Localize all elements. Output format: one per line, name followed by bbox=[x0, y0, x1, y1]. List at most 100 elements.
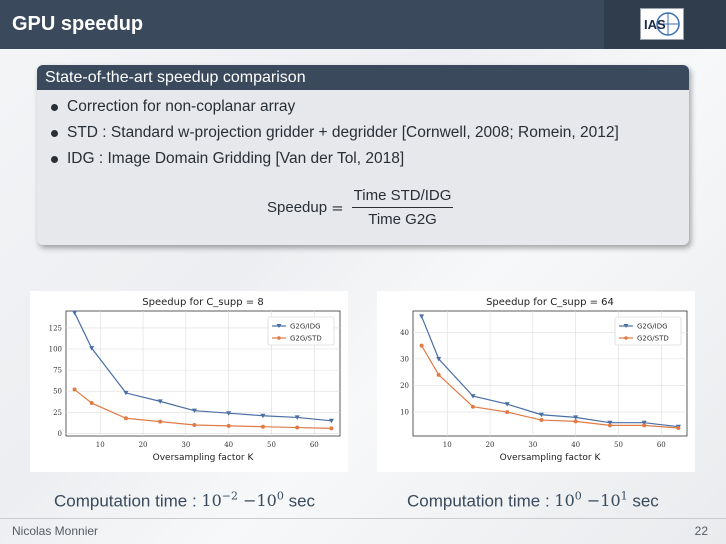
x-tick-label: 60 bbox=[657, 441, 666, 449]
bullet-item: IDG : Image Domain Gridding [Van der Tol… bbox=[51, 148, 689, 174]
formula-numerator: Time STD/IDG bbox=[351, 187, 454, 208]
caption-dash: − bbox=[237, 491, 257, 511]
legend-marker bbox=[624, 336, 628, 340]
y-tick-label: 20 bbox=[400, 382, 409, 390]
y-tick-label: 0 bbox=[58, 430, 62, 438]
legend-marker bbox=[623, 324, 629, 328]
x-tick-label: 50 bbox=[267, 441, 276, 449]
data-point bbox=[505, 410, 510, 415]
x-tick-label: 20 bbox=[486, 441, 495, 449]
data-point bbox=[436, 372, 441, 377]
caption-prefix: Computation time : bbox=[54, 491, 202, 511]
legend-label: G2G/STD bbox=[290, 335, 322, 343]
data-point bbox=[72, 310, 78, 316]
data-point bbox=[419, 314, 425, 319]
data-point bbox=[642, 423, 647, 428]
caption-a-base: 10 bbox=[201, 491, 222, 511]
y-tick-label: 30 bbox=[400, 355, 409, 363]
caption-math: 10−2 −100 bbox=[201, 490, 284, 511]
caption-a-exp: −2 bbox=[221, 490, 238, 503]
y-tick-label: 125 bbox=[49, 324, 62, 332]
y-tick-label: 25 bbox=[53, 409, 62, 417]
x-tick-label: 60 bbox=[310, 441, 319, 449]
data-point bbox=[89, 401, 94, 406]
data-point bbox=[226, 411, 232, 416]
x-tick-label: 50 bbox=[614, 441, 623, 449]
x-tick-label: 10 bbox=[443, 441, 452, 449]
block-heading: State-of-the-art speedup comparison bbox=[37, 65, 689, 90]
data-point bbox=[260, 413, 266, 419]
y-tick-label: 10 bbox=[400, 409, 409, 417]
chart-title: Speedup for C_supp = 64 bbox=[486, 297, 614, 308]
data-point bbox=[158, 419, 163, 424]
data-point bbox=[470, 394, 476, 399]
y-tick-label: 50 bbox=[53, 388, 62, 396]
data-point bbox=[328, 418, 334, 424]
formula-lhs: Speedup bbox=[267, 199, 328, 216]
legend-marker bbox=[277, 336, 281, 340]
data-point bbox=[419, 343, 424, 348]
data-point bbox=[260, 424, 265, 429]
legend-label: G2G/IDG bbox=[637, 323, 668, 331]
x-tick-label: 10 bbox=[96, 441, 105, 449]
formula-fraction: Time STD/IDG Time G2G bbox=[351, 187, 454, 228]
data-point bbox=[573, 419, 578, 424]
formula-denominator: Time G2G bbox=[368, 211, 437, 228]
caption-b-exp: 1 bbox=[620, 490, 628, 503]
slide-title: GPU speedup bbox=[12, 13, 144, 35]
data-point bbox=[539, 418, 544, 423]
footer-divider bbox=[0, 518, 726, 519]
data-point bbox=[329, 426, 334, 431]
data-point bbox=[538, 412, 544, 418]
computation-time-caption-left: Computation time : 10−2 −100 sec bbox=[54, 490, 315, 511]
data-point bbox=[72, 387, 77, 392]
chart-title: Speedup for C_supp = 8 bbox=[142, 297, 263, 308]
data-point bbox=[226, 423, 231, 428]
data-point bbox=[123, 390, 129, 396]
svg-text:IAS: IAS bbox=[644, 17, 666, 32]
data-point bbox=[436, 356, 442, 362]
x-axis-label: Oversampling factor K bbox=[153, 453, 255, 463]
data-point bbox=[504, 402, 510, 407]
x-axis-label: Oversampling factor K bbox=[500, 453, 602, 463]
data-point bbox=[607, 423, 612, 428]
legend-label: G2G/IDG bbox=[290, 323, 321, 331]
data-point bbox=[123, 416, 128, 421]
x-tick-label: 40 bbox=[224, 441, 233, 449]
caption-unit: sec bbox=[283, 491, 316, 511]
data-point bbox=[191, 408, 197, 414]
data-point bbox=[573, 415, 579, 420]
speedup-chart-csupp-8: Speedup for C_supp = 8 10 20 30 40 50 60 0 25 50 7… bbox=[30, 291, 348, 472]
y-tick-label: 100 bbox=[49, 346, 62, 354]
data-point bbox=[676, 426, 681, 431]
data-point bbox=[295, 425, 300, 430]
bullet-list: Correction for non-coplanar array STD : … bbox=[37, 90, 689, 174]
data-point bbox=[89, 346, 95, 351]
formula-equals: = bbox=[331, 198, 344, 217]
caption-b-base: 10 bbox=[600, 491, 621, 511]
caption-math: 100 −101 bbox=[554, 490, 628, 511]
y-tick-label: 75 bbox=[53, 367, 62, 375]
caption-dash: − bbox=[581, 491, 601, 511]
ias-logo: IAS bbox=[640, 8, 684, 40]
caption-prefix: Computation time : bbox=[407, 491, 555, 511]
title-bar: GPU speedup IAS bbox=[0, 0, 726, 49]
computation-time-caption-right: Computation time : 100 −101 sec bbox=[407, 490, 659, 511]
y-tick-label: 40 bbox=[400, 329, 409, 337]
author-name: Nicolas Monnier bbox=[12, 524, 99, 538]
bullet-item: Correction for non-coplanar array bbox=[51, 96, 689, 122]
page-number: 22 bbox=[694, 524, 708, 538]
bullet-item: STD : Standard w-projection gridder + de… bbox=[51, 122, 689, 148]
x-tick-label: 30 bbox=[181, 441, 190, 449]
legend-label: G2G/STD bbox=[637, 335, 669, 343]
x-tick-label: 20 bbox=[139, 441, 148, 449]
caption-b-exp: 0 bbox=[276, 490, 284, 503]
data-point bbox=[470, 404, 475, 409]
speedup-chart-csupp-64: Speedup for C_supp = 64 10 20 30 40 50 60 10 20 3… bbox=[377, 291, 695, 472]
data-point bbox=[157, 399, 163, 404]
data-point bbox=[641, 420, 647, 426]
data-point bbox=[607, 420, 613, 426]
caption-a-exp: 0 bbox=[574, 490, 582, 503]
x-tick-label: 30 bbox=[528, 441, 537, 449]
comparison-block: State-of-the-art speedup comparison Corr… bbox=[37, 65, 689, 245]
